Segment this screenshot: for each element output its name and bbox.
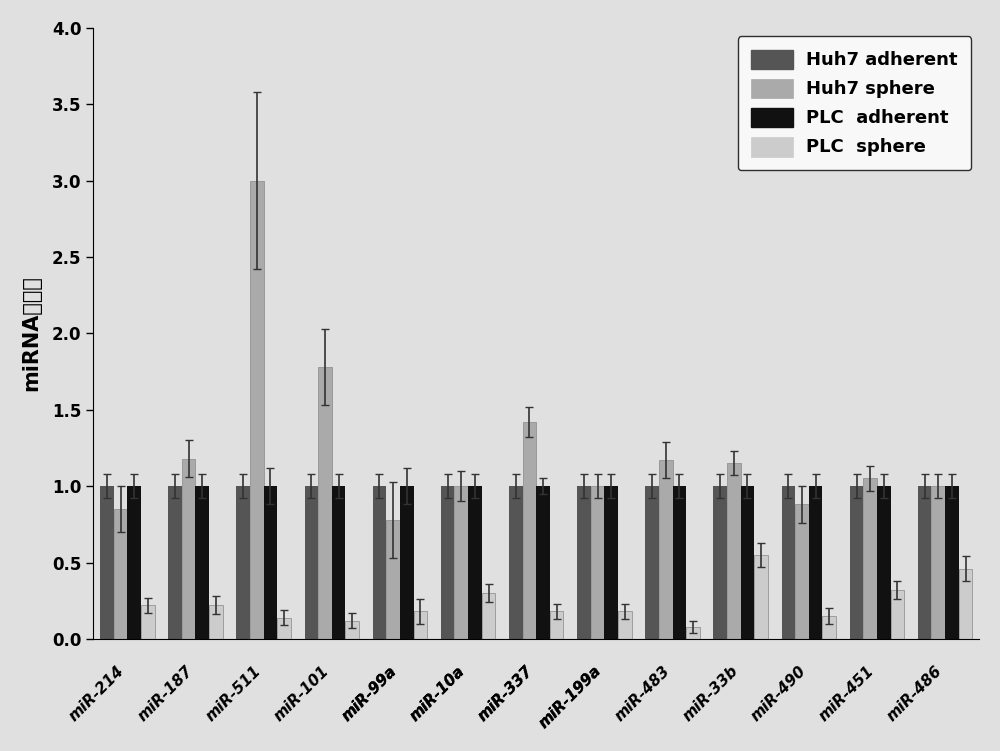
Legend: Huh7 adherent, Huh7 sphere, PLC  adherent, PLC  sphere: Huh7 adherent, Huh7 sphere, PLC adherent… [738,36,971,170]
Bar [754,555,768,639]
Text: miR-99a: miR-99a [339,663,400,724]
Text: miR-101: miR-101 [271,663,332,724]
Text: miR-490: miR-490 [748,663,809,724]
Bar [441,486,454,639]
Bar [209,605,223,639]
Bar [318,367,332,639]
Text: miR-10a: miR-10a [407,663,468,724]
Y-axis label: miRNA表达量: miRNA表达量 [21,276,41,391]
Bar [741,486,754,639]
Bar [454,486,468,639]
Text: miR-483: miR-483 [612,663,673,724]
Bar [931,486,945,639]
Bar [305,486,318,639]
Bar [482,593,495,639]
Bar [523,422,536,639]
Bar [891,590,904,639]
Bar [468,486,482,639]
Bar [168,486,182,639]
Bar [659,460,673,639]
Bar [673,486,686,639]
Text: miR-451: miR-451 [816,663,877,724]
Bar [386,520,400,639]
Bar [713,486,727,639]
Bar [141,605,155,639]
Bar [182,459,195,639]
Bar [618,611,632,639]
Bar [195,486,209,639]
Bar [127,486,141,639]
Bar [114,509,127,639]
Bar [591,486,604,639]
Text: miR-187: miR-187 [135,663,195,724]
Text: miR-33b: miR-33b [680,663,741,725]
Bar [236,486,250,639]
Bar [400,486,414,639]
Bar [918,486,931,639]
Text: miR-199a: miR-199a [536,663,604,731]
Bar [373,486,386,639]
Text: miR-337: miR-337 [475,663,536,724]
Bar [277,617,291,639]
Bar [414,611,427,639]
Bar [727,463,741,639]
Text: miR-99a: miR-99a [339,663,400,724]
Bar [795,505,809,639]
Bar [100,486,114,639]
Bar [945,486,959,639]
Bar [686,626,700,639]
Bar [509,486,523,639]
Bar [264,486,277,639]
Bar [877,486,891,639]
Bar [550,611,563,639]
Bar [959,569,972,639]
Bar [645,486,659,639]
Bar [577,486,591,639]
Bar [332,486,345,639]
Bar [782,486,795,639]
Text: miR-486: miR-486 [884,663,945,724]
Text: miR-511: miR-511 [203,663,264,724]
Bar [250,180,264,639]
Text: miR-199a: miR-199a [536,663,604,731]
Bar [604,486,618,639]
Bar [850,486,863,639]
Text: miR-214: miR-214 [66,663,127,724]
Bar [863,478,877,639]
Text: miR-337: miR-337 [475,663,536,724]
Bar [345,620,359,639]
Bar [536,486,550,639]
Bar [822,616,836,639]
Bar [809,486,822,639]
Text: miR-10a: miR-10a [407,663,468,724]
